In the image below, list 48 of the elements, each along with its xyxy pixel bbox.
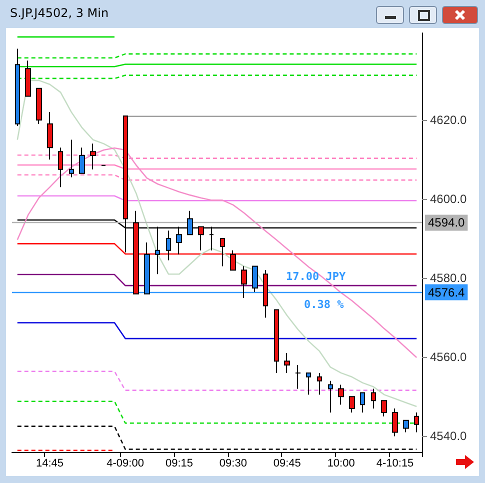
x-tick-label: 4-09:00 <box>106 458 144 470</box>
y-tick-label: 4620.0 <box>430 112 468 127</box>
candlestick <box>381 400 387 417</box>
x-tick-label: 10:00 <box>327 458 355 470</box>
candlestick <box>252 266 258 292</box>
x-tick-label: 4-10:15 <box>376 458 414 470</box>
y-tick-label: 4600.0 <box>430 192 468 206</box>
x-tick-label: 09:30 <box>219 458 247 470</box>
candlestick <box>317 372 322 396</box>
chart-title: S.JP.J4502, 3 Min <box>10 6 109 20</box>
line-series <box>16 147 418 358</box>
candlestick <box>338 384 344 406</box>
y-tick-label: 4540.0 <box>430 429 468 444</box>
candlestick <box>392 408 398 437</box>
candlestick <box>15 48 20 126</box>
candlestick <box>414 412 419 433</box>
candlestick <box>349 396 355 413</box>
candlestick <box>166 230 171 261</box>
ref-line-label: 4576.4 <box>428 285 466 300</box>
y-tick-label: 4560.0 <box>430 350 468 364</box>
candlestick <box>295 364 301 390</box>
candlestick <box>360 392 365 413</box>
candlestick <box>241 266 247 298</box>
annotation: 17.00 JPY <box>286 270 346 283</box>
y-tick-label: 4580.0 <box>430 271 468 286</box>
candlestick <box>403 420 409 433</box>
candlestick <box>284 352 290 374</box>
x-tick-label: 09:15 <box>165 458 193 470</box>
line-series <box>16 80 418 408</box>
x-tick-label: 14:45 <box>36 458 64 470</box>
candlestick <box>144 242 150 294</box>
candlestick <box>36 88 42 124</box>
annotation: 0.38 % <box>304 298 344 311</box>
candlestick <box>47 112 53 160</box>
candlestick <box>230 250 236 271</box>
candlestick <box>328 380 333 413</box>
candlestick <box>263 270 268 318</box>
candlestick <box>69 139 74 178</box>
candlestick <box>58 147 63 188</box>
candlestick <box>79 147 85 174</box>
candlestick <box>220 238 225 267</box>
candlestick <box>25 60 31 97</box>
candlestick <box>90 143 96 170</box>
x-tick-label: 09:45 <box>273 458 301 470</box>
ref-line-label: 4594.0 <box>428 216 466 230</box>
candlestick <box>274 309 279 374</box>
candlestick <box>371 388 376 410</box>
candlestick <box>306 372 311 396</box>
